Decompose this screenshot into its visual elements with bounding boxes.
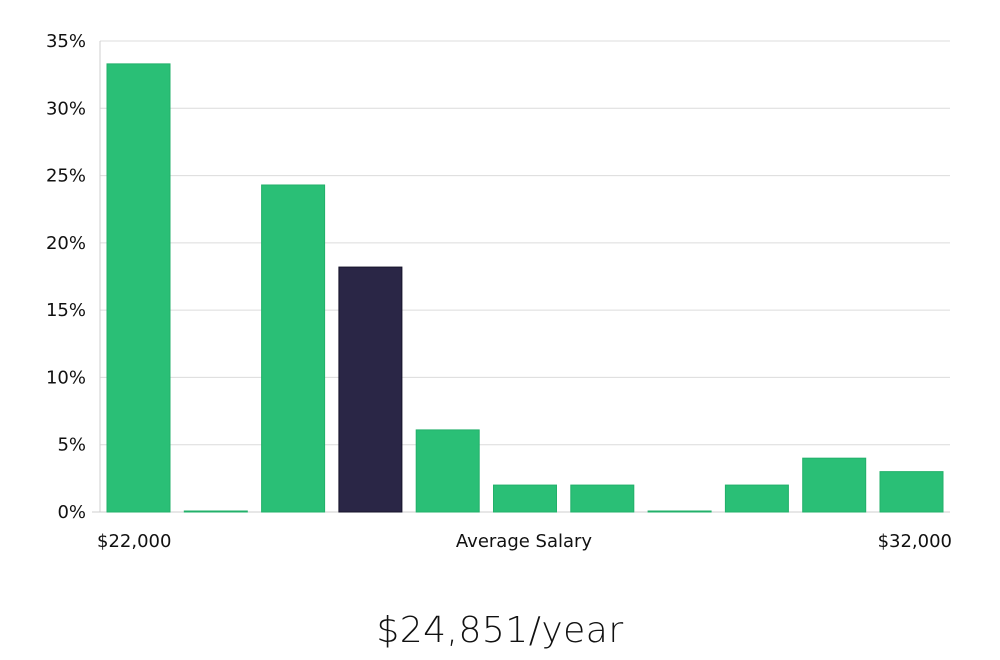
y-tick-label: 30% [46,98,86,119]
bars [106,63,944,513]
x-axis-labels: $22,000 Average Salary $32,000 [97,531,952,552]
y-tick-label: 5% [57,435,86,456]
y-tick-label: 25% [46,166,86,187]
bar [261,184,326,513]
x-min-label: $22,000 [97,531,171,552]
axes [92,41,950,513]
bar-highlighted [338,266,403,513]
bar [802,457,867,513]
average-salary-value: $24,851/year [376,610,624,651]
salary-histogram: 0% 5% 10% 15% 20% 25% 30% 35% $22,000 Average S… [46,31,952,552]
y-tick-label: 35% [46,31,86,52]
bar [570,484,635,513]
y-tick-label: 15% [46,300,86,321]
x-axis-title: Average Salary [456,531,593,552]
bar [493,484,557,513]
bar [415,429,480,513]
bar [106,63,171,513]
bar [183,510,248,513]
y-tick-label: 20% [46,233,86,254]
y-tick-labels: 0% 5% 10% 15% 20% 25% 30% 35% [46,31,86,523]
x-max-label: $32,000 [878,531,952,552]
bar [879,471,944,513]
bar [647,510,712,513]
y-tick-label: 10% [46,367,86,388]
bar [724,484,789,513]
gridlines [100,40,950,446]
y-tick-label: 0% [57,502,86,523]
